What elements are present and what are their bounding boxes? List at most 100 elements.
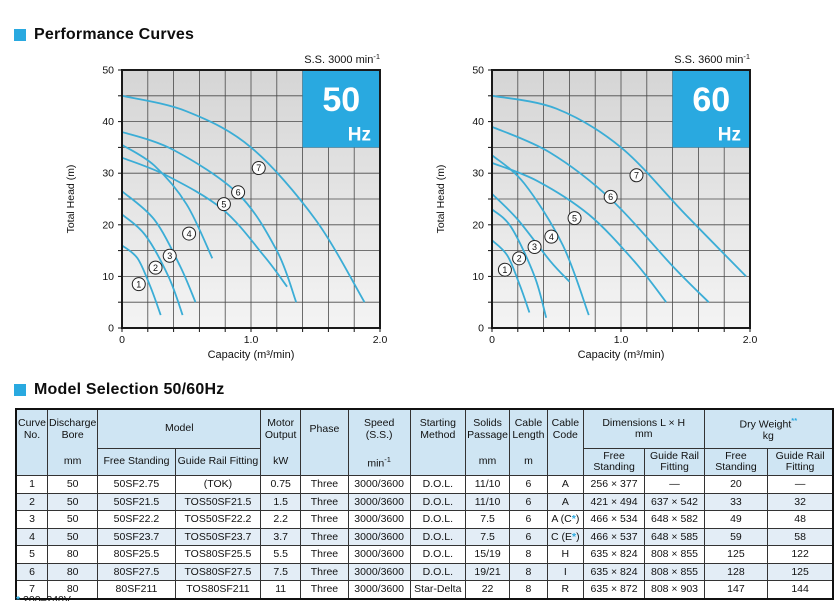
svg-text:0: 0 [478,323,484,335]
pump-curve-4 [491,154,590,316]
hz-badge-unit: Hz [718,124,741,145]
table-cell: A [546,475,584,494]
sub-header-free-standing: Free Standing [97,448,176,476]
svg-text:30: 30 [472,168,484,180]
chart-subtitle: S.S. 3000 min-1 [304,52,380,66]
col-header-discharge-bore: Discharge Bore mm [47,408,99,476]
table-cell: 147 [703,580,769,599]
table-cell: TOS80SF211 [174,580,262,599]
pump-curve-4 [121,144,214,259]
table-cell: 128 [703,562,769,581]
svg-text:3: 3 [167,251,172,261]
svg-text:20: 20 [472,219,484,231]
table-cell: 3.7 [260,527,302,546]
table-cell: A [546,492,584,511]
table-cell: 20 [703,475,769,494]
table-cell: Three [300,510,349,529]
svg-text:2: 2 [153,263,158,273]
voltage-footnote: * 200–240V [16,594,71,601]
table-cell: D.O.L. [409,510,467,529]
svg-text:6: 6 [236,187,241,197]
table-cell: 19/21 [465,562,510,581]
table-cell: H [546,545,584,564]
table-cell: 122 [767,545,834,564]
svg-text:40: 40 [102,116,114,128]
table-cell: 50 [47,510,99,529]
col-header-cable-code: Cable Code [546,408,584,476]
hz-badge-value: 50 [322,81,360,119]
performance-chart-60hz: 60 Hz 1 2 3 4 5 6 7 0 10 20 30 40 50 0 1.0 2.0 Total Head … [430,50,766,364]
hz-badge-unit: Hz [348,124,371,145]
svg-text:2.0: 2.0 [373,334,388,346]
svg-text:7: 7 [256,163,261,173]
asterisk-mark: * [572,530,577,543]
section-bullet-icon [14,29,26,41]
tick-labels: 0 10 20 30 40 50 0 1.0 2.0 [472,65,757,347]
table-cell: D.O.L. [409,545,467,564]
table-cell: A (C*) [546,510,584,529]
svg-text:1: 1 [502,265,507,275]
col-header-cable-length: Cable Length m [508,408,548,476]
table-cell: 125 [767,562,834,581]
pump-curve-2 [491,208,548,318]
y-axis-title: Total Head (m) [65,165,77,234]
table-cell: 7.5 [260,562,302,581]
table-cell: 59 [703,527,769,546]
table-cell: 15/19 [465,545,510,564]
table-cell: 8 [508,545,548,564]
table-row: 2 50 50SF21.5 TOS50SF21.5 1.5 Three 3000/3600 D… [15,492,834,511]
hz-badge-value: 60 [692,81,730,119]
table-cell: 50SF22.2 [97,510,176,529]
performance-chart-50hz: 50 Hz 1 2 3 4 5 6 7 0 10 20 30 40 50 0 1.0 2.0 Total Head … [60,50,396,364]
table-cell: 80 [47,562,99,581]
svg-text:4: 4 [549,232,554,242]
hz-badge [302,70,380,148]
curve-label-4: 4 [182,226,197,241]
table-cell: 58 [767,527,834,546]
model-selection-table: Curve No. Discharge Bore mm Model Motor O… [15,408,834,600]
curve-label-3: 3 [527,239,542,254]
table-cell: 3000/3600 [347,510,411,529]
svg-text:0: 0 [489,334,495,346]
col-header-phase: Phase [300,408,349,476]
table-cell: C (E*) [546,527,584,546]
table-cell: 421 × 494 [582,492,646,511]
table-cell: 5.5 [260,545,302,564]
table-cell: 11/10 [465,475,510,494]
svg-text:4: 4 [187,229,192,239]
table-cell: 256 × 377 [582,475,646,494]
table-cell: 80SF211 [97,580,176,599]
curve-label-7: 7 [629,168,644,183]
table-cell: 80SF25.5 [97,545,176,564]
table-cell: 48 [767,510,834,529]
table-cell: 50 [47,492,99,511]
table-cell: 49 [703,510,769,529]
curve-label-5: 5 [567,211,582,226]
table-cell: 3000/3600 [347,492,411,511]
table-cell: 3000/3600 [347,562,411,581]
pump-curve-7 [491,94,747,278]
svg-text:5: 5 [572,213,577,223]
svg-text:1.0: 1.0 [244,334,259,346]
table-cell: Three [300,562,349,581]
table-cell: 648 × 585 [644,527,705,546]
table-cell: Star-Delta [409,580,467,599]
table-row: 4 50 50SF23.7 TOS50SF23.7 3.7 Three 3000/3600 D… [15,527,834,546]
tick-labels: 0 10 20 30 40 50 0 1.0 2.0 [102,65,387,347]
table-cell: TOS80SF27.5 [174,562,262,581]
axis-ticks [118,69,381,332]
col-header-solids-passage: Solids Passage mm [465,408,510,476]
hz-badge [672,70,750,148]
chart-subtitle: S.S. 3600 min-1 [674,52,750,66]
table-cell: 6 [15,562,49,581]
svg-text:6: 6 [608,192,613,202]
curve-label-4: 4 [544,229,559,244]
y-axis-title: Total Head (m) [435,165,447,234]
table-cell: (TOK) [174,475,262,494]
table-cell: 6 [508,475,548,494]
curve-label-1: 1 [497,262,512,277]
section-title: Model Selection 50/60Hz [34,381,225,398]
table-cell: 50SF2.75 [97,475,176,494]
chart-50hz-svg: 50 Hz 1 23 4 56 7 0 10 20 30 40 50 0 1.0 2.0 Total Head … [65,52,387,361]
